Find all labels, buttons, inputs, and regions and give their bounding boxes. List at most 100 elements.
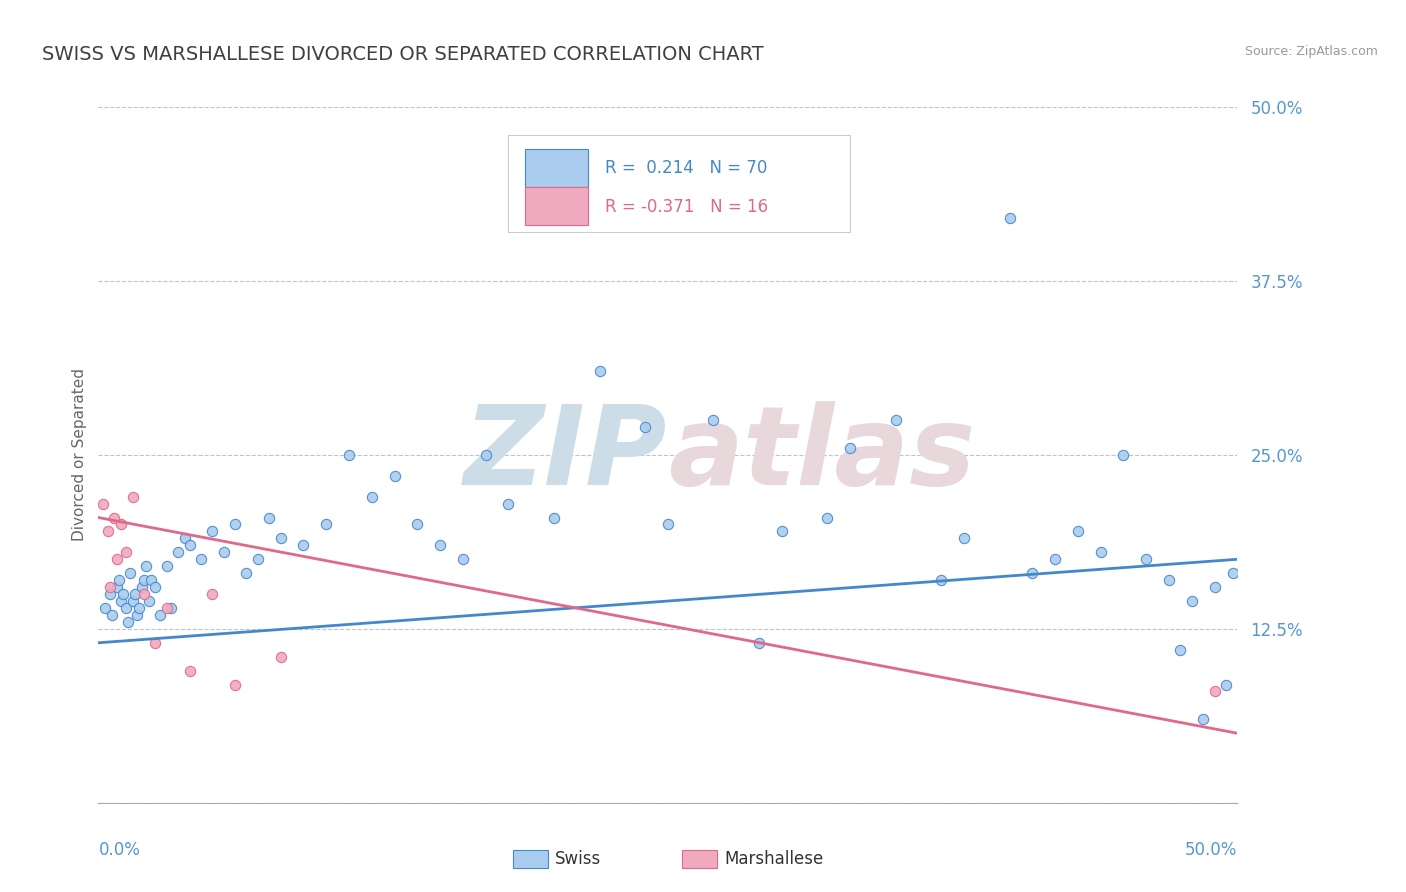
Point bbox=[117, 615, 139, 629]
Point bbox=[1090, 545, 1112, 559]
Point bbox=[121, 594, 143, 608]
Point bbox=[315, 517, 337, 532]
Point bbox=[1222, 566, 1244, 581]
Point bbox=[132, 573, 155, 587]
Point bbox=[384, 468, 406, 483]
Point bbox=[135, 559, 157, 574]
Point bbox=[145, 636, 167, 650]
Point bbox=[292, 538, 315, 552]
Point bbox=[224, 677, 246, 691]
Point bbox=[337, 448, 360, 462]
Point bbox=[145, 580, 167, 594]
Point bbox=[174, 532, 197, 546]
Point bbox=[112, 587, 135, 601]
Point bbox=[360, 490, 382, 504]
Point bbox=[98, 587, 121, 601]
Point bbox=[1204, 684, 1226, 698]
Point bbox=[1170, 642, 1192, 657]
Point bbox=[224, 517, 246, 532]
Point bbox=[259, 510, 281, 524]
FancyBboxPatch shape bbox=[526, 187, 588, 226]
Point bbox=[429, 538, 451, 552]
Point bbox=[149, 607, 172, 622]
Point bbox=[474, 448, 496, 462]
Text: Swiss: Swiss bbox=[555, 850, 602, 868]
Point bbox=[127, 607, 149, 622]
FancyBboxPatch shape bbox=[526, 149, 588, 187]
Text: Marshallese: Marshallese bbox=[724, 850, 824, 868]
Point bbox=[91, 497, 114, 511]
Point bbox=[128, 601, 150, 615]
Point bbox=[235, 566, 257, 581]
Point bbox=[201, 587, 224, 601]
Point bbox=[110, 517, 132, 532]
Point bbox=[1192, 712, 1215, 726]
Point bbox=[179, 538, 201, 552]
Point bbox=[998, 211, 1021, 226]
Point bbox=[270, 532, 292, 546]
Point bbox=[634, 420, 657, 434]
Point bbox=[1204, 580, 1226, 594]
Point bbox=[839, 441, 862, 455]
Text: 0.0%: 0.0% bbox=[98, 841, 141, 859]
Point bbox=[1215, 677, 1237, 691]
Point bbox=[588, 364, 610, 378]
Point bbox=[124, 587, 146, 601]
Point bbox=[179, 664, 201, 678]
Point bbox=[406, 517, 429, 532]
Point bbox=[702, 413, 724, 427]
Point bbox=[953, 532, 976, 546]
Point bbox=[212, 545, 235, 559]
Point bbox=[114, 601, 136, 615]
Point bbox=[246, 552, 269, 566]
Point bbox=[103, 510, 125, 524]
Point bbox=[1021, 566, 1043, 581]
Point bbox=[96, 524, 118, 539]
Point bbox=[105, 580, 128, 594]
Point bbox=[929, 573, 952, 587]
Point bbox=[657, 517, 679, 532]
Point bbox=[156, 559, 179, 574]
Point bbox=[110, 594, 132, 608]
Point bbox=[201, 524, 224, 539]
Point bbox=[167, 545, 190, 559]
Point bbox=[1112, 448, 1135, 462]
Point bbox=[1157, 573, 1180, 587]
FancyBboxPatch shape bbox=[509, 135, 851, 232]
Point bbox=[101, 607, 124, 622]
Point bbox=[114, 545, 136, 559]
Point bbox=[156, 601, 179, 615]
Text: SWISS VS MARSHALLESE DIVORCED OR SEPARATED CORRELATION CHART: SWISS VS MARSHALLESE DIVORCED OR SEPARAT… bbox=[42, 45, 763, 63]
Point bbox=[138, 594, 160, 608]
Point bbox=[543, 510, 565, 524]
Y-axis label: Divorced or Separated: Divorced or Separated bbox=[72, 368, 87, 541]
Point bbox=[132, 587, 155, 601]
Point bbox=[748, 636, 770, 650]
Text: Source: ZipAtlas.com: Source: ZipAtlas.com bbox=[1244, 45, 1378, 58]
Point bbox=[108, 573, 131, 587]
Text: R = -0.371   N = 16: R = -0.371 N = 16 bbox=[605, 197, 768, 216]
Point bbox=[884, 413, 907, 427]
Point bbox=[190, 552, 212, 566]
Point bbox=[121, 490, 143, 504]
Point bbox=[1043, 552, 1066, 566]
Point bbox=[105, 552, 128, 566]
Point bbox=[498, 497, 520, 511]
Point bbox=[770, 524, 793, 539]
Point bbox=[120, 566, 142, 581]
Point bbox=[270, 649, 292, 664]
Point bbox=[451, 552, 474, 566]
Point bbox=[160, 601, 183, 615]
Point bbox=[139, 573, 162, 587]
Text: R =  0.214   N = 70: R = 0.214 N = 70 bbox=[605, 159, 768, 177]
Point bbox=[131, 580, 153, 594]
Text: 50.0%: 50.0% bbox=[1185, 841, 1237, 859]
Point bbox=[815, 510, 838, 524]
Text: ZIP: ZIP bbox=[464, 401, 668, 508]
Point bbox=[98, 580, 121, 594]
Point bbox=[1181, 594, 1204, 608]
Point bbox=[1135, 552, 1157, 566]
Text: atlas: atlas bbox=[668, 401, 976, 508]
Point bbox=[1067, 524, 1090, 539]
Point bbox=[94, 601, 117, 615]
